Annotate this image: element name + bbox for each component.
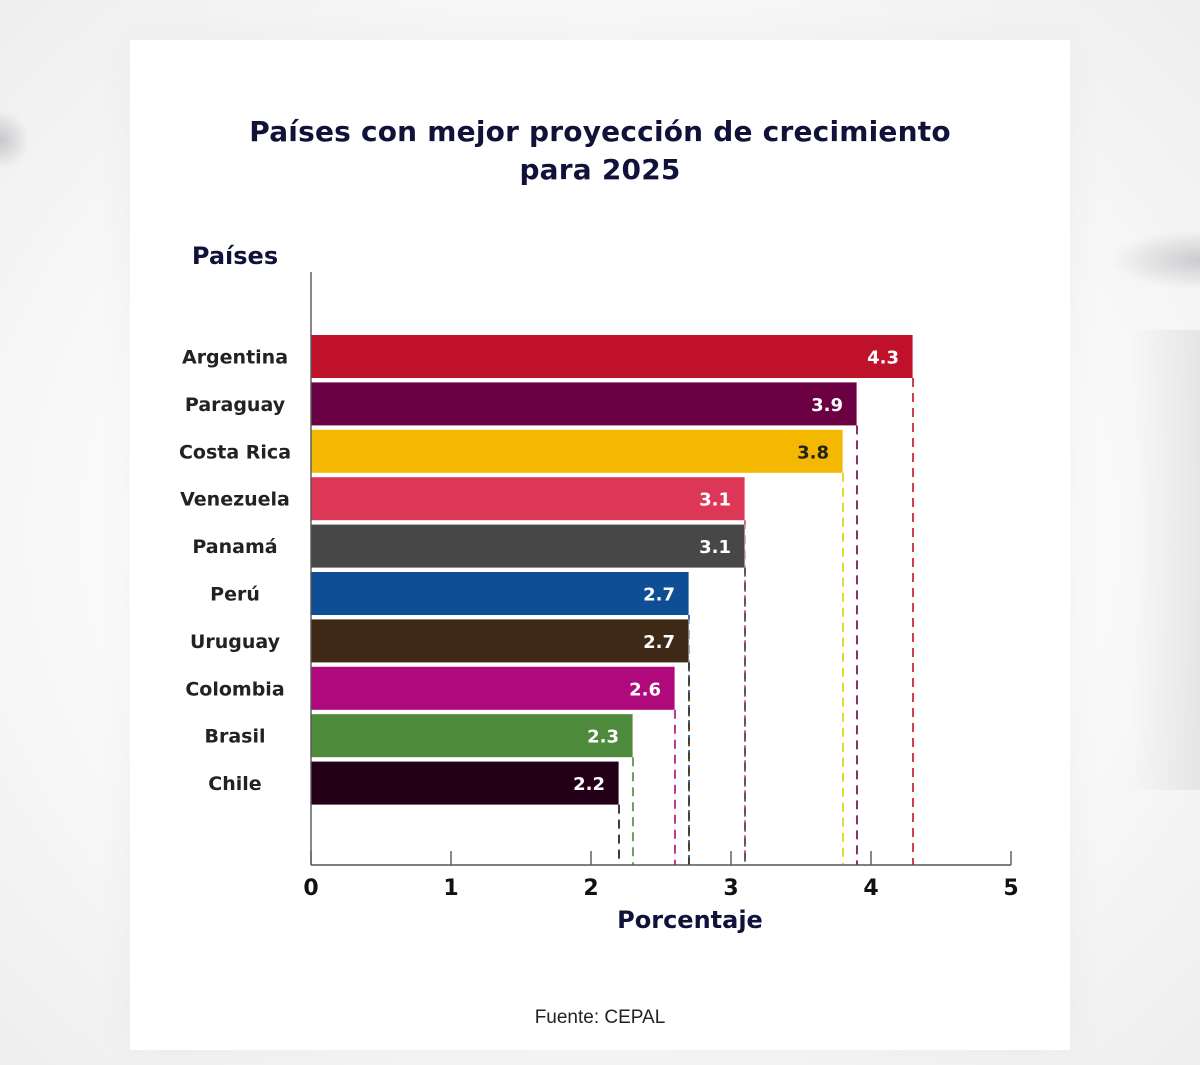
data-label-2: 3.9: [811, 395, 843, 416]
background-blur-right: [1110, 230, 1200, 290]
category-label-9: Brasil: [204, 726, 265, 748]
category-label-5: Panamá: [192, 536, 277, 558]
category-label-1: Argentina: [182, 347, 288, 369]
x-tick-label-5: 4: [863, 876, 878, 901]
data-label-9: 2.3: [587, 727, 619, 748]
bar-4: [311, 477, 745, 521]
bar-3: [311, 429, 843, 473]
x-tick-label-3: 2: [583, 876, 598, 901]
category-label-4: Venezuela: [180, 489, 290, 511]
category-label-3: Costa Rica: [179, 441, 291, 463]
category-label-8: Colombia: [185, 678, 284, 700]
data-label-10: 2.2: [573, 774, 605, 795]
bar-10: [311, 761, 619, 805]
background-blur-right-strip: [1130, 330, 1200, 790]
category-label-2: Paraguay: [185, 394, 286, 416]
chart-title-line-1: Países con mejor proyección de crecimien…: [249, 115, 951, 148]
data-label-5: 3.1: [699, 537, 731, 558]
x-axis-title: Porcentaje: [617, 906, 763, 934]
x-tick-label-1: 0: [303, 876, 318, 901]
x-tick-label-4: 3: [723, 876, 738, 901]
data-label-3: 3.8: [797, 442, 829, 463]
data-label-6: 2.7: [643, 585, 675, 606]
data-label-8: 2.6: [629, 679, 661, 700]
y-axis-title: Países: [191, 242, 279, 270]
bar-5: [311, 524, 745, 568]
bar-6: [311, 572, 689, 615]
bar-9: [311, 714, 633, 758]
category-label-10: Chile: [208, 773, 261, 795]
data-label-7: 2.7: [643, 632, 675, 653]
source-note: Fuente: CEPAL: [534, 1007, 666, 1028]
x-tick-label-6: 5: [1003, 876, 1018, 901]
bar-1: [311, 335, 913, 378]
category-label-6: Perú: [210, 584, 260, 606]
background-blur-left: [0, 110, 30, 170]
data-label-4: 3.1: [699, 490, 731, 511]
bar-8: [311, 666, 675, 710]
data-label-1: 4.3: [867, 348, 899, 369]
category-label-7: Uruguay: [190, 631, 281, 653]
chart-title-line-2: para 2025: [519, 153, 681, 186]
x-tick-label-2: 1: [443, 876, 458, 901]
bar-7: [311, 619, 689, 663]
bar-2: [311, 382, 857, 426]
